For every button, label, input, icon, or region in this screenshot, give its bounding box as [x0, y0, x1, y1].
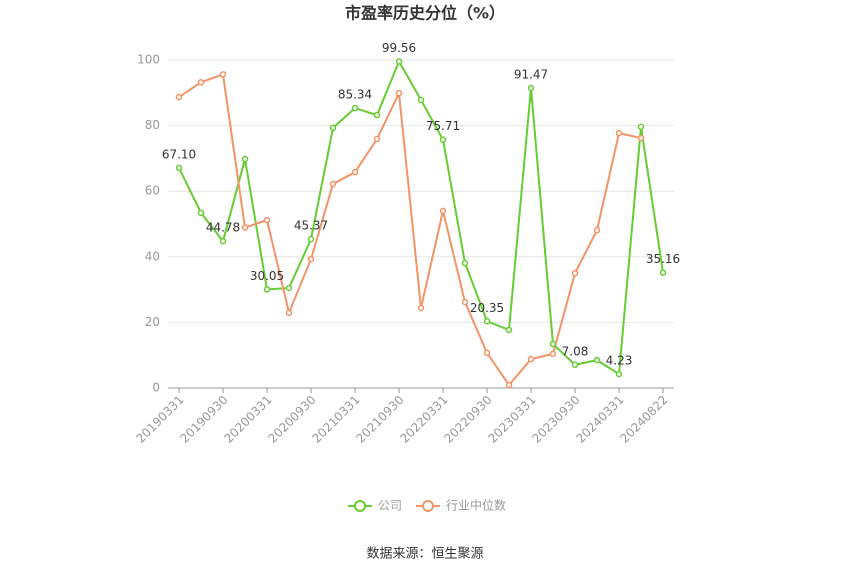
data-label: 85.34 — [338, 88, 372, 102]
data-label: 99.56 — [382, 41, 416, 55]
data-point — [175, 93, 183, 101]
data-label: 67.10 — [162, 147, 196, 161]
data-label: 30.05 — [250, 269, 284, 283]
y-tick-label: 20 — [145, 315, 160, 329]
data-point — [483, 349, 491, 357]
data-point — [417, 96, 425, 104]
legend-label: 公司 — [378, 499, 402, 513]
y-tick-label: 80 — [145, 118, 160, 132]
data-point — [351, 168, 359, 176]
data-point — [219, 71, 227, 78]
data-point — [197, 79, 205, 86]
y-tick-label: 100 — [137, 53, 160, 67]
data-point — [549, 350, 557, 358]
y-tick-label: 40 — [145, 249, 160, 263]
data-point — [285, 309, 293, 317]
data-point — [329, 124, 337, 132]
data-point — [439, 136, 447, 143]
data-point — [373, 111, 381, 119]
data-point — [637, 134, 645, 142]
data-point — [241, 155, 249, 163]
data-label: 91.47 — [514, 67, 548, 81]
data-label: 20.35 — [470, 301, 504, 315]
data-point — [593, 226, 601, 234]
series-line — [178, 73, 642, 387]
source-note: 数据来源：恒生聚源 — [366, 547, 483, 562]
data-point — [637, 123, 645, 131]
data-point — [219, 237, 227, 245]
data-point — [527, 355, 535, 363]
data-point — [483, 318, 491, 325]
data-point — [197, 209, 205, 217]
data-point — [241, 224, 249, 231]
data-label: 4.23 — [606, 354, 633, 368]
data-point — [329, 180, 337, 188]
data-point — [285, 284, 293, 292]
y-tick-label: 0 — [152, 381, 160, 395]
data-point — [527, 84, 535, 92]
data-point — [461, 259, 469, 267]
data-point — [307, 235, 315, 243]
data-label: 75.71 — [426, 119, 460, 133]
data-point — [571, 361, 579, 369]
data-point — [615, 370, 623, 378]
data-point — [593, 356, 601, 364]
legend-marker — [422, 500, 434, 512]
data-point — [263, 286, 271, 293]
data-point — [395, 89, 403, 97]
y-tick-label: 60 — [145, 184, 160, 198]
legend-marker — [354, 500, 366, 512]
data-point — [505, 326, 513, 334]
data-label: 44.78 — [206, 221, 240, 235]
data-point — [615, 129, 623, 137]
data-point — [439, 207, 447, 215]
legend-label: 行业中位数 — [446, 498, 506, 513]
series-line — [178, 59, 664, 376]
data-point — [373, 135, 381, 143]
data-point — [461, 298, 469, 306]
data-point — [395, 58, 403, 65]
chart-title: 市盈率历史分位（%） — [345, 4, 505, 23]
data-point — [417, 304, 425, 312]
data-point — [351, 104, 359, 112]
x-tick-label: 20240822 — [618, 393, 671, 446]
data-point — [659, 269, 667, 276]
data-label: 45.37 — [294, 219, 328, 233]
data-label: 7.08 — [562, 344, 589, 358]
data-point — [175, 164, 183, 172]
data-label: 35.16 — [646, 252, 680, 266]
data-point — [549, 340, 557, 348]
data-point — [307, 255, 315, 263]
data-point — [263, 216, 271, 224]
data-point — [505, 381, 513, 389]
data-point — [571, 269, 579, 277]
